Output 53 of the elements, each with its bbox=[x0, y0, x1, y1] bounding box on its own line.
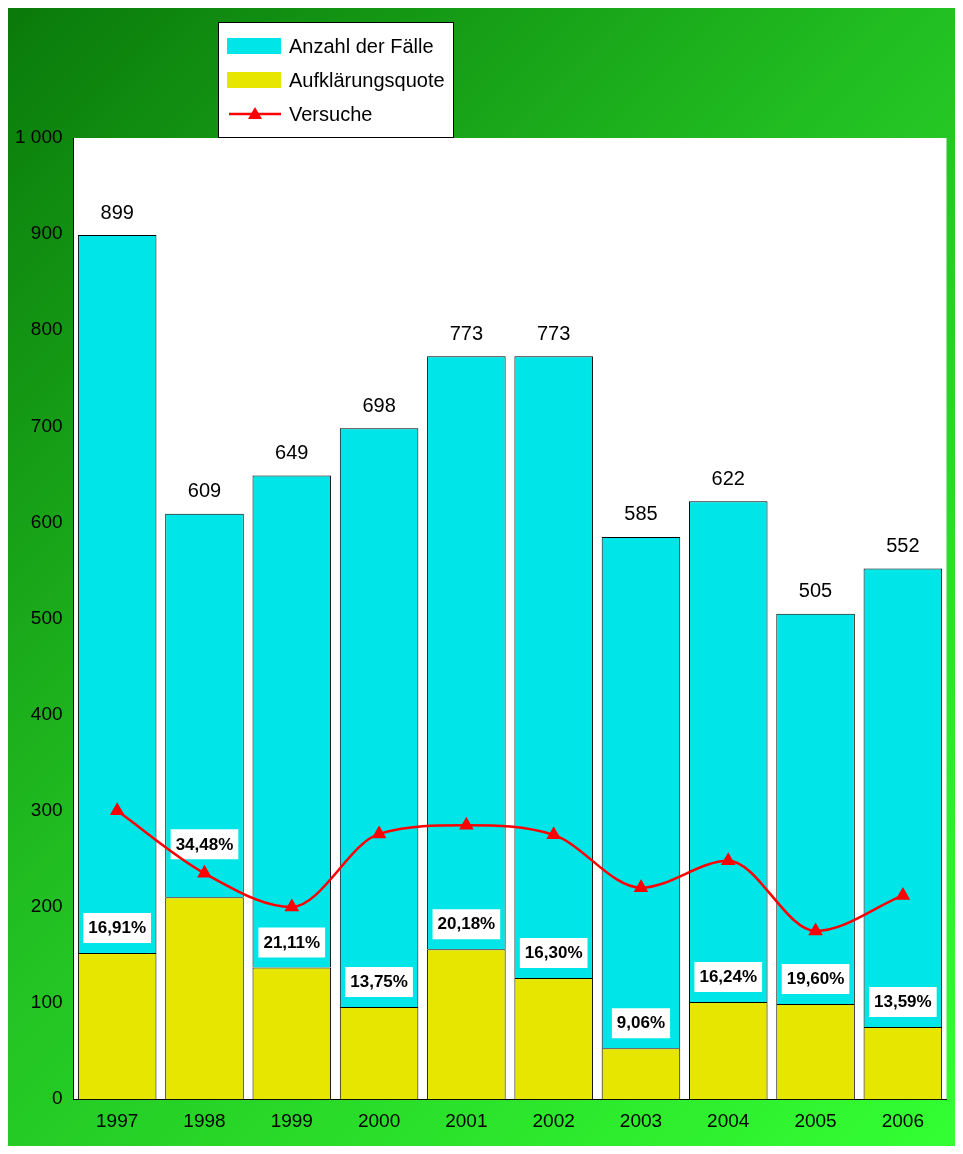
x-tick-label: 2002 bbox=[532, 1109, 575, 1131]
annotation: 20,18% bbox=[437, 914, 496, 934]
point bbox=[547, 827, 561, 840]
total-label: 622 bbox=[711, 466, 745, 489]
y-tick-label: 900 bbox=[30, 222, 63, 244]
point bbox=[110, 803, 124, 816]
x-tick-label: 2003 bbox=[619, 1109, 663, 1131]
annotation: 19,60% bbox=[786, 969, 845, 989]
legend-label: Versuche bbox=[289, 102, 373, 126]
annotation: 34,48% bbox=[175, 834, 234, 854]
x-tick-label: 2001 bbox=[445, 1109, 488, 1131]
annotation: 9,06% bbox=[616, 1013, 666, 1033]
annotation: 16,91% bbox=[88, 918, 147, 938]
annotation: 13,75% bbox=[350, 972, 408, 992]
x-tick-label: 1999 bbox=[270, 1109, 313, 1131]
total-label: 773 bbox=[536, 321, 571, 344]
x-tick-label: 1997 bbox=[96, 1109, 139, 1131]
annotation: 13,59% bbox=[874, 992, 932, 1012]
total-label: 698 bbox=[362, 393, 396, 416]
x-tick-label: 2000 bbox=[357, 1109, 401, 1131]
total-label: 649 bbox=[275, 440, 309, 463]
y-tick-label: 300 bbox=[30, 799, 63, 821]
total-label: 899 bbox=[100, 200, 134, 223]
y-tick-label: 100 bbox=[30, 991, 63, 1013]
total-label: 552 bbox=[886, 534, 920, 557]
x-tick-label: 1998 bbox=[183, 1109, 226, 1131]
total-label: 585 bbox=[624, 502, 658, 525]
point bbox=[809, 923, 822, 936]
legend-label: Anzahl der Fälle bbox=[289, 34, 434, 58]
point bbox=[285, 899, 299, 912]
point bbox=[634, 880, 648, 892]
y-tick-label: 800 bbox=[30, 318, 63, 340]
point bbox=[372, 826, 386, 839]
y-tick-label: 200 bbox=[30, 895, 63, 917]
point bbox=[896, 888, 910, 900]
total-label: 609 bbox=[187, 479, 222, 502]
annotation: 16,24% bbox=[699, 967, 758, 987]
annotation: 21,11% bbox=[263, 932, 321, 952]
y-tick-label: 400 bbox=[30, 702, 63, 724]
x-tick-label: 2006 bbox=[881, 1109, 924, 1131]
total-label: 505 bbox=[798, 579, 833, 602]
y-tick-label: 600 bbox=[30, 510, 63, 532]
annotation: 16,30% bbox=[524, 943, 583, 963]
point bbox=[459, 818, 473, 830]
total-label: 773 bbox=[449, 321, 484, 344]
y-tick-label: 500 bbox=[30, 606, 63, 628]
x-tick-label: 2005 bbox=[794, 1109, 837, 1131]
y-tick-label: 1 000 bbox=[15, 126, 63, 148]
point bbox=[721, 853, 735, 866]
legend-label: Aufklärungsquote bbox=[289, 68, 445, 92]
x-tick-label: 2004 bbox=[707, 1109, 750, 1131]
y-tick-label: 700 bbox=[30, 414, 63, 436]
y-tick-label: 0 bbox=[51, 1087, 63, 1109]
